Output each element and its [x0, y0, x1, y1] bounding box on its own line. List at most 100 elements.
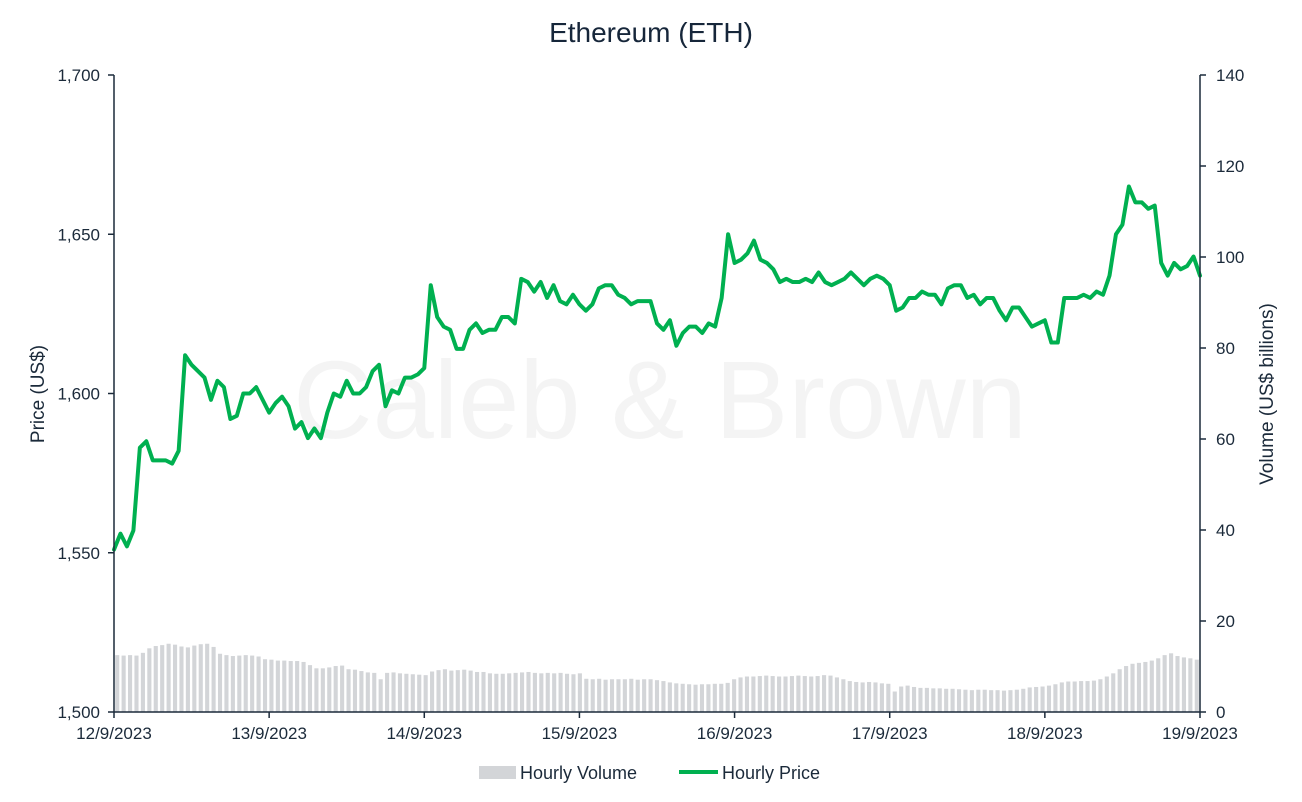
volume-bar [1027, 687, 1032, 712]
volume-bar [995, 690, 1000, 712]
volume-bar [365, 672, 370, 712]
volume-bar [333, 666, 338, 712]
volume-bar [667, 682, 672, 712]
x-tick-label: 14/9/2023 [386, 724, 462, 743]
x-tick-label: 13/9/2023 [231, 724, 307, 743]
volume-bar [732, 679, 737, 712]
volume-bar [160, 645, 165, 712]
volume-bar [577, 673, 582, 712]
volume-bar [834, 677, 839, 712]
y2-tick-label: 60 [1216, 430, 1235, 449]
y-tick-label: 1,600 [57, 385, 100, 404]
volume-bar [693, 684, 698, 712]
volume-bar [301, 661, 306, 712]
volume-bar [185, 647, 190, 712]
volume-bar [757, 676, 762, 712]
y2-tick-label: 20 [1216, 612, 1235, 631]
y2-tick-label: 80 [1216, 339, 1235, 358]
volume-bar [507, 673, 512, 712]
volume-bar [256, 656, 261, 712]
volume-bar [944, 688, 949, 712]
volume-bar [430, 671, 435, 712]
volume-bar [616, 679, 621, 712]
volume-bar [198, 644, 203, 712]
volume-bar [937, 688, 942, 712]
volume-bar [1021, 688, 1026, 712]
axes: 1,500 1,550 1,600 1,650 1,700 0 20 40 60 80 100 120… [57, 66, 1244, 743]
volume-bar [590, 679, 595, 712]
volume-bar [1008, 690, 1013, 712]
volume-bar [449, 670, 454, 712]
x-tick-label: 16/9/2023 [697, 724, 773, 743]
volume-bar [924, 687, 929, 712]
volume-bar [699, 684, 705, 712]
volume-bar [584, 678, 589, 712]
volume-bar [982, 689, 987, 712]
volume-bar [1130, 663, 1135, 712]
volume-bar [475, 671, 480, 712]
volume-bar [725, 682, 730, 712]
volume-bar [873, 682, 878, 712]
watermark-text: Caleb & Brown [293, 339, 1027, 462]
volume-bar [1188, 658, 1193, 712]
volume-bar [462, 669, 467, 712]
volume-bar [314, 668, 319, 712]
chart-title: Ethereum (ETH) [549, 17, 753, 48]
volume-bar [172, 644, 178, 712]
volume-bar [282, 660, 287, 712]
volume-bar [905, 685, 910, 712]
volume-bar [468, 670, 473, 712]
volume-bar [346, 669, 351, 712]
volume-bar [340, 665, 345, 712]
x-tick-label: 19/9/2023 [1162, 724, 1238, 743]
volume-bar [783, 676, 788, 712]
volume-bar [205, 643, 210, 712]
volume-bar [179, 646, 184, 712]
volume-bar [822, 675, 827, 712]
y2-tick-label: 40 [1216, 521, 1235, 540]
legend-volume-label: Hourly Volume [520, 763, 637, 783]
volume-bar [423, 675, 428, 712]
volume-bar [648, 679, 653, 712]
volume-bar [815, 676, 820, 712]
volume-bar [976, 689, 981, 712]
volume-bar [1111, 673, 1116, 712]
volume-bar [661, 681, 666, 712]
volume-bar [1162, 655, 1167, 713]
volume-bar [847, 681, 852, 712]
volume-bar [128, 655, 133, 713]
volume-bar [1079, 681, 1084, 712]
volume-bar [674, 683, 679, 712]
x-tick-label: 18/9/2023 [1007, 724, 1083, 743]
volume-bar [911, 686, 917, 712]
x-tick-label: 12/9/2023 [76, 724, 152, 743]
volume-bar [1117, 669, 1122, 712]
volume-bar [860, 682, 865, 712]
volume-bar [1066, 681, 1071, 712]
x-tick-label: 15/9/2023 [542, 724, 618, 743]
volume-bar [1156, 658, 1161, 712]
volume-bar [687, 684, 692, 712]
volume-bar [552, 673, 557, 712]
volume-bar [969, 690, 974, 712]
volume-bar [950, 688, 955, 712]
volume-bar [404, 673, 409, 712]
volume-bar [134, 655, 139, 712]
volume-bar [397, 673, 403, 712]
price-series [112, 184, 1202, 552]
volume-bar [854, 681, 859, 712]
volume-bar [1149, 660, 1154, 712]
volume-bar [140, 652, 145, 712]
volume-bar [867, 681, 872, 712]
volume-bar [494, 673, 499, 712]
volume-bar [147, 648, 152, 712]
volume-bar [455, 670, 460, 712]
volume-bar [153, 646, 158, 712]
y2-tick-label: 120 [1216, 157, 1244, 176]
volume-bar [635, 679, 640, 712]
volume-bar [1091, 680, 1097, 712]
volume-bar [963, 689, 968, 712]
volume-bar [250, 655, 255, 712]
volume-bar [481, 671, 486, 712]
